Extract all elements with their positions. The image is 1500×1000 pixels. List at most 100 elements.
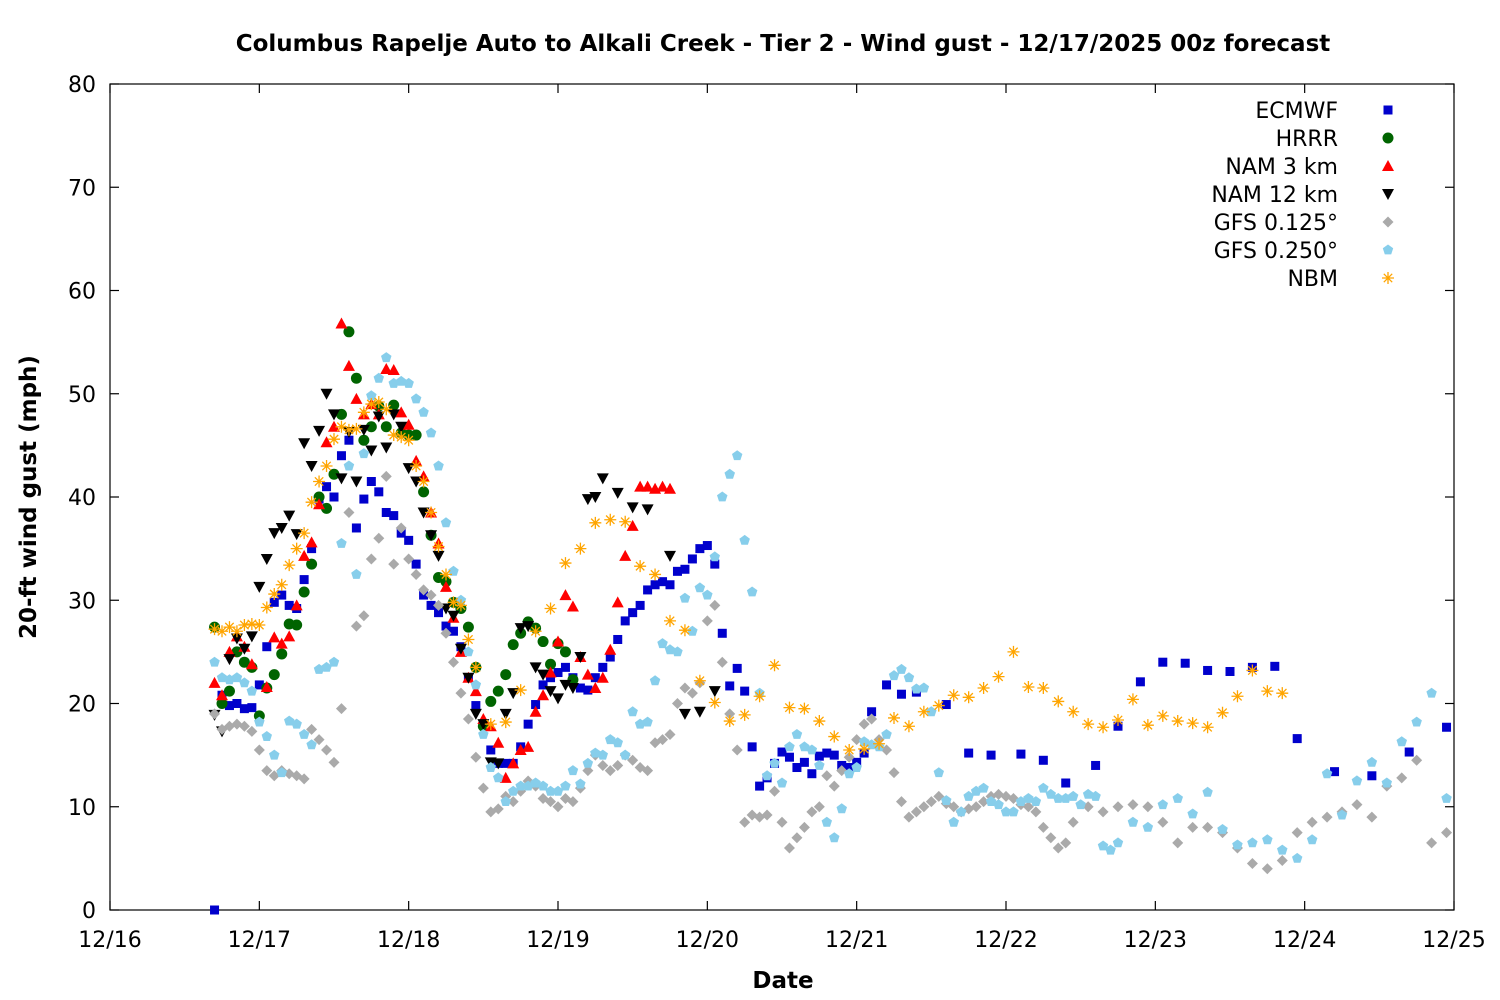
point-gfs-0-250 — [485, 762, 496, 772]
point-nbm — [499, 716, 512, 729]
point-gfs-0-250 — [440, 517, 452, 528]
point-gfs-0-250 — [291, 718, 302, 729]
point-nbm — [253, 619, 266, 632]
point-gfs-0-125 — [321, 744, 333, 756]
point-hrrr — [462, 621, 474, 633]
y-tick-label: 70 — [68, 176, 96, 201]
point-gfs-0-250 — [1008, 806, 1019, 817]
point-gfs-0-125 — [1045, 832, 1057, 844]
point-nam-3-km — [522, 740, 535, 752]
point-nam-3-km — [529, 705, 542, 717]
point-nbm — [678, 624, 691, 637]
point-gfs-0-250 — [403, 377, 414, 388]
point-gfs-0-250 — [1053, 793, 1064, 803]
x-tick-label: 12/18 — [377, 928, 440, 953]
point-nbm — [888, 711, 900, 724]
point-gfs-0-125 — [1157, 816, 1169, 828]
point-nam-12-km — [268, 528, 281, 540]
point-nam-12-km — [275, 522, 288, 534]
point-nbm — [1097, 721, 1110, 734]
point-gfs-0-250 — [1336, 809, 1348, 820]
point-gfs-0-125 — [888, 767, 900, 779]
point-hrrr — [343, 326, 355, 338]
point-nam-12-km — [365, 445, 378, 457]
point-ecmwf — [538, 680, 548, 690]
x-tick-label: 12/25 — [1422, 928, 1485, 953]
point-nam-3-km — [328, 420, 340, 432]
point-ecmwf — [784, 752, 794, 762]
point-gfs-0-250 — [918, 682, 930, 693]
point-ecmwf — [299, 575, 309, 585]
point-nam-3-km — [581, 668, 594, 680]
point-gfs-0-125 — [1142, 801, 1154, 813]
point-nbm — [768, 659, 781, 672]
point-nam-3-km — [552, 635, 564, 647]
point-hrrr — [306, 558, 318, 570]
point-gfs-0-125 — [1426, 837, 1438, 849]
point-ecmwf — [224, 701, 234, 711]
point-gfs-0-250 — [1441, 793, 1452, 803]
point-gfs-0-250 — [1187, 808, 1198, 819]
point-gfs-0-125 — [791, 832, 803, 844]
point-ecmwf — [560, 662, 570, 672]
legend-marker-gfs-0-125 — [1382, 216, 1394, 228]
point-nam-3-km — [514, 743, 527, 755]
point-gfs-0-250 — [306, 739, 317, 750]
point-gfs-0-250 — [776, 777, 788, 788]
point-ecmwf — [322, 482, 332, 492]
point-nam-12-km — [357, 424, 370, 436]
point-ecmwf — [329, 492, 339, 502]
point-gfs-0-125 — [597, 759, 609, 771]
point-hrrr — [321, 502, 333, 514]
point-gfs-0-125 — [1067, 816, 1079, 828]
point-nam-3-km — [342, 359, 355, 371]
point-nam-12-km — [320, 388, 333, 400]
point-nbm — [380, 403, 393, 416]
point-gfs-0-125 — [253, 744, 265, 756]
point-nam-3-km — [596, 671, 609, 683]
point-nbm — [208, 623, 221, 636]
point-nbm — [417, 475, 430, 488]
point-hrrr — [350, 372, 362, 384]
point-gfs-0-125 — [642, 765, 654, 777]
x-tick-label: 12/20 — [676, 928, 739, 953]
point-nbm — [216, 625, 228, 638]
point-gfs-0-125 — [261, 765, 273, 777]
point-nbm — [320, 460, 333, 473]
point-nam-12-km — [626, 502, 639, 514]
point-hrrr — [418, 486, 430, 498]
point-nbm — [454, 599, 467, 612]
point-nam-12-km — [328, 409, 340, 421]
point-nam-12-km — [559, 679, 572, 691]
point-gfs-0-125 — [604, 765, 616, 777]
point-nbm — [858, 742, 871, 755]
point-gfs-0-125 — [910, 806, 922, 818]
point-hrrr — [365, 421, 377, 433]
point-ecmwf — [381, 507, 391, 517]
point-nbm — [1276, 687, 1289, 700]
point-nam-3-km — [298, 549, 311, 561]
point-gfs-0-125 — [724, 708, 736, 720]
point-gfs-0-125 — [350, 620, 362, 632]
point-gfs-0-125 — [679, 682, 691, 694]
point-gfs-0-125 — [1202, 821, 1214, 833]
point-gfs-0-125 — [1037, 821, 1049, 833]
point-nbm — [604, 513, 617, 526]
point-nam-3-km — [402, 418, 415, 430]
point-gfs-0-250 — [821, 816, 832, 827]
point-nam-3-km — [440, 580, 452, 592]
point-gfs-0-250 — [508, 785, 519, 796]
point-gfs-0-250 — [687, 625, 698, 636]
point-gfs-0-250 — [410, 393, 422, 404]
point-ecmwf — [389, 511, 399, 521]
point-gfs-0-125 — [567, 796, 579, 808]
point-gfs-0-125 — [731, 744, 743, 756]
point-gfs-0-250 — [470, 679, 482, 690]
point-nbm — [843, 743, 856, 756]
point-gfs-0-125 — [1321, 811, 1333, 823]
point-nam-12-km — [335, 473, 348, 485]
point-nbm — [962, 691, 975, 704]
point-nam-12-km — [462, 672, 475, 684]
point-gfs-0-250 — [328, 656, 340, 667]
point-ecmwf — [1367, 771, 1377, 781]
